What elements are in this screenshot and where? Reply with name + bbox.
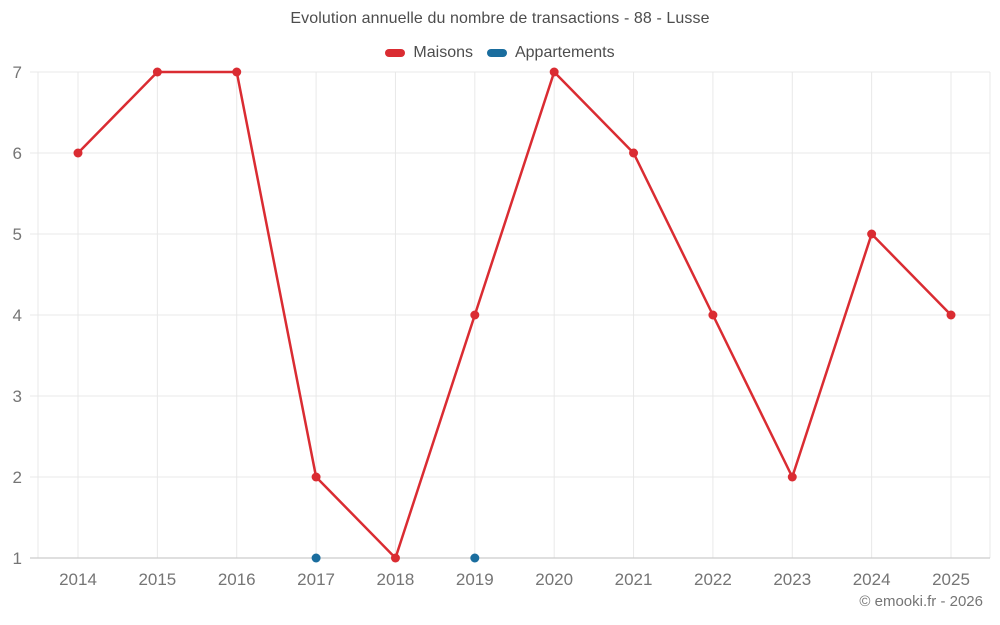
x-tick-label: 2018 <box>377 570 415 589</box>
y-tick-label: 7 <box>13 63 22 82</box>
x-tick-label: 2015 <box>138 570 176 589</box>
x-tick-label: 2025 <box>932 570 970 589</box>
x-tick-label: 2024 <box>853 570 891 589</box>
data-point-maisons[interactable] <box>629 148 639 158</box>
chart-title: Evolution annuelle du nombre de transact… <box>290 10 710 27</box>
series-line-maisons <box>76 70 953 560</box>
data-point-maisons[interactable] <box>787 472 797 482</box>
y-tick-label: 4 <box>13 306 22 325</box>
chart-legend: Maisons Appartements <box>0 44 1000 62</box>
y-tick-label: 2 <box>13 468 22 487</box>
legend-label-appartements: Appartements <box>514 44 615 61</box>
y-tick-label: 3 <box>13 387 22 406</box>
legend-swatch-maisons-icon <box>385 49 406 57</box>
x-tick-label: 2022 <box>694 570 732 589</box>
data-point-maisons[interactable] <box>152 67 162 77</box>
data-point-maisons[interactable] <box>390 553 400 563</box>
y-tick-label: 6 <box>13 144 22 163</box>
copyright-text: © emooki.fr - 2026 <box>859 593 983 610</box>
y-tick-label: 5 <box>13 225 22 244</box>
data-point-appartements[interactable] <box>311 553 321 563</box>
data-point-maisons[interactable] <box>311 472 321 482</box>
data-point-maisons[interactable] <box>549 67 559 77</box>
data-point-maisons[interactable] <box>232 67 242 77</box>
data-point-maisons[interactable] <box>946 310 956 320</box>
data-point-maisons[interactable] <box>73 148 83 158</box>
legend-swatch-appartements-icon <box>486 49 507 57</box>
x-tick-label: 2017 <box>297 570 335 589</box>
x-tick-label: 2023 <box>773 570 811 589</box>
data-point-maisons[interactable] <box>708 310 718 320</box>
y-tick-label: 1 <box>13 549 22 568</box>
legend-item-maisons[interactable]: Maisons <box>385 44 473 62</box>
data-point-appartements[interactable] <box>470 553 480 563</box>
x-tick-label: 2014 <box>59 570 97 589</box>
x-tick-label: 2019 <box>456 570 494 589</box>
legend-label-maisons: Maisons <box>413 44 473 61</box>
legend-item-appartements[interactable]: Appartements <box>486 44 615 62</box>
x-tick-label: 2020 <box>535 570 573 589</box>
x-tick-label: 2021 <box>615 570 653 589</box>
data-point-maisons[interactable] <box>470 310 480 320</box>
data-point-maisons[interactable] <box>867 229 877 239</box>
x-tick-label: 2016 <box>218 570 256 589</box>
